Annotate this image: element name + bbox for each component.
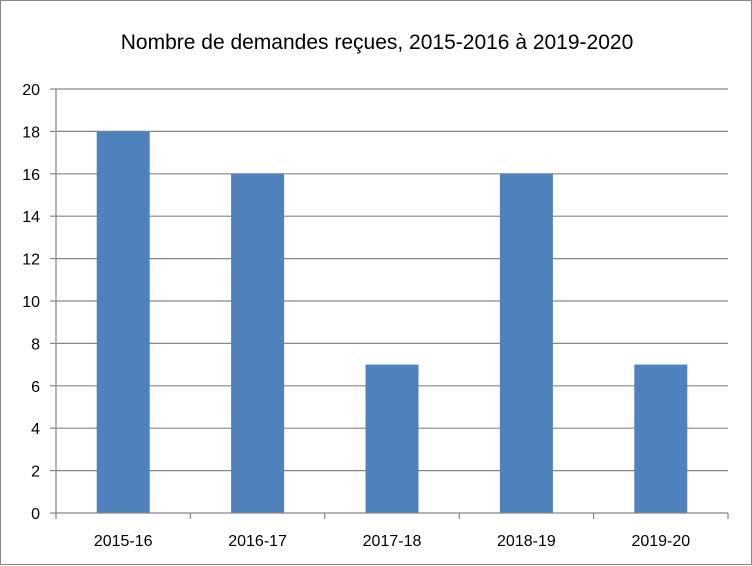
y-tick-label: 14 (22, 209, 40, 226)
bar-2019-20 (634, 364, 688, 513)
y-tick-label: 2 (31, 464, 40, 481)
tick-labels: 0 2 4 6 8 10 12 14 16 18 20 2015-16 2016-17 2017-18 20… (22, 82, 690, 550)
bars (96, 131, 688, 514)
bar-2017-18 (365, 364, 419, 513)
y-tick-label: 10 (22, 294, 40, 311)
x-tick-label: 2019-20 (631, 533, 690, 550)
y-tick-label: 6 (31, 379, 40, 396)
y-tick-label: 12 (22, 252, 40, 269)
bar-2016-17 (231, 173, 285, 514)
chart-title: Nombre de demandes reçues, 2015-2016 à 2… (120, 31, 634, 54)
bar-2018-19 (499, 173, 553, 514)
y-tick-label: 16 (22, 167, 40, 184)
x-tick-label: 2017-18 (363, 533, 422, 550)
y-tick-label: 4 (31, 421, 40, 438)
y-tick-label: 18 (22, 124, 40, 141)
y-tick-label: 0 (31, 506, 40, 523)
x-tick-label: 2015-16 (94, 533, 153, 550)
x-tick-label: 2018-19 (497, 533, 556, 550)
y-tick-label: 8 (31, 336, 40, 353)
axes (50, 88, 729, 519)
x-tick-label: 2016-17 (228, 533, 287, 550)
y-tick-label: 20 (22, 82, 40, 99)
bar-2015-16 (96, 131, 150, 513)
